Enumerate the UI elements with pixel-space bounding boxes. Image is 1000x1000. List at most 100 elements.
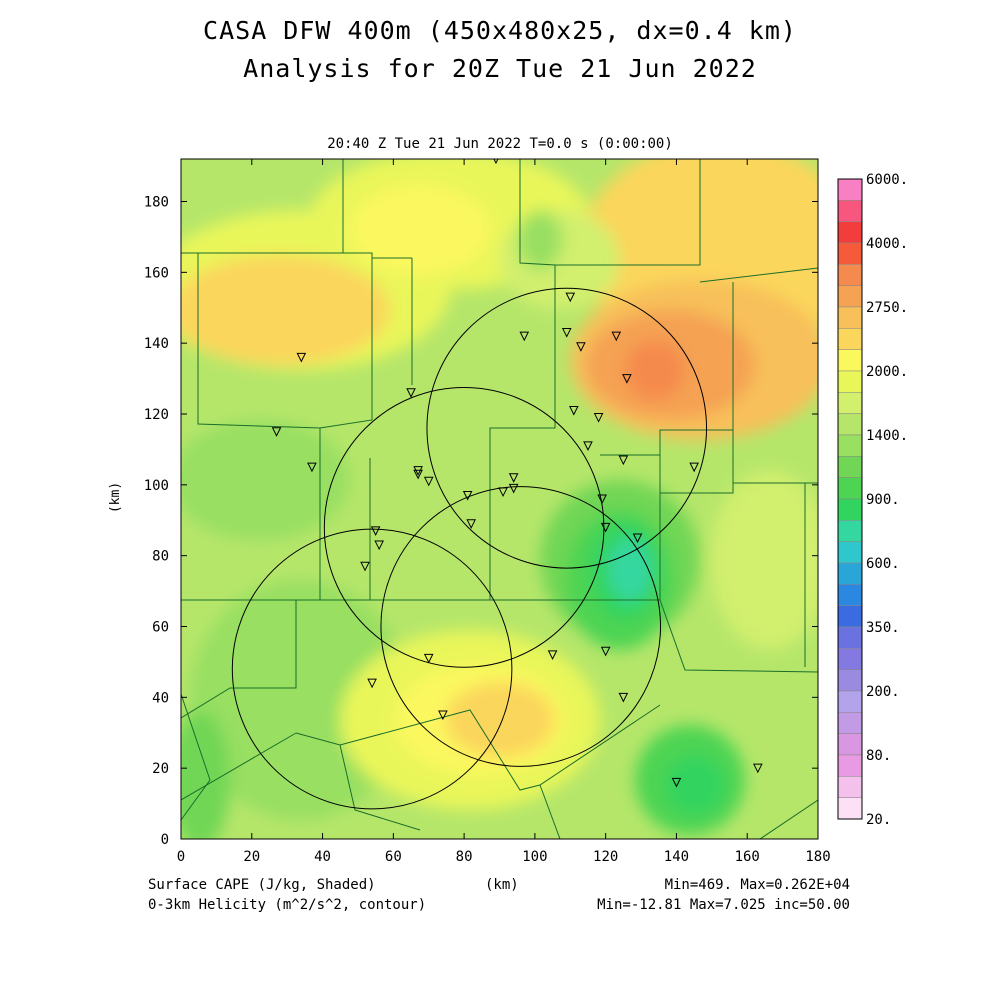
colorbar-swatch: [837, 712, 863, 734]
station-marker: [498, 487, 508, 498]
y-tick-label: 60: [152, 620, 169, 636]
colorbar-swatch: [837, 541, 863, 564]
colorbar-swatch: [837, 498, 863, 521]
colorbar-swatch: [837, 349, 863, 372]
station-marker: [307, 462, 317, 473]
county-boundaries: [181, 159, 818, 839]
station-marker: [413, 469, 423, 480]
station-marker: [569, 405, 579, 416]
x-tick-label: 0: [177, 849, 185, 865]
y-axis-ticks: 0 20 40 60 80 100 120 140 160 180: [144, 195, 818, 848]
station-marker: [753, 763, 763, 774]
station-marker: [438, 710, 448, 721]
x-tick-label: 40: [314, 849, 331, 865]
shaded-field-stats: Min=469. Max=0.262E+04: [664, 877, 850, 893]
station-marker: [406, 388, 416, 398]
station-marker: [618, 455, 629, 466]
plot-frame: [180, 158, 819, 840]
x-tick-label: 80: [456, 849, 473, 865]
station-marker: [367, 678, 377, 689]
station-marker: [423, 653, 434, 664]
colorbar-swatch: [837, 477, 863, 500]
station-marker: [423, 476, 434, 487]
y-tick-label: 180: [144, 195, 169, 211]
station-marker: [671, 777, 682, 788]
colorbar-swatch: [837, 562, 863, 585]
colorbar-label: 1400.: [866, 428, 908, 444]
station-marker: [374, 540, 384, 551]
y-tick-label: 40: [152, 690, 169, 706]
x-tick-label: 140: [664, 849, 689, 865]
station-marker: [576, 342, 586, 352]
station-marker: [618, 692, 629, 703]
station-marker: [689, 462, 699, 473]
colorbar-label: 2750.: [866, 300, 908, 316]
colorbar-swatch: [837, 221, 863, 244]
y-tick-label: 120: [144, 407, 169, 423]
station-marker: [519, 331, 530, 342]
colorbar-swatch: [837, 733, 863, 756]
station-marker: [370, 526, 381, 536]
station-marker: [462, 490, 473, 501]
colorbar-swatch: [837, 797, 863, 820]
colorbar-label: 350.: [866, 620, 900, 636]
radar-circle-1: [426, 287, 708, 569]
x-tick-label: 120: [593, 849, 618, 865]
colorbar-swatch: [837, 456, 863, 478]
colorbar-swatch: [837, 754, 863, 777]
colorbar-label: 80.: [866, 748, 891, 764]
station-marker: [632, 533, 643, 544]
colorbar-swatch: [837, 200, 863, 222]
cape-shading: [181, 159, 818, 839]
x-tick-label: 20: [243, 849, 260, 865]
colorbar-swatch: [837, 413, 863, 436]
colorbar-swatch: [837, 242, 863, 265]
colorbar-swatch: [837, 776, 863, 798]
colorbar-swatch: [837, 434, 863, 457]
colorbar-swatch: [837, 690, 863, 713]
station-marker: [508, 483, 519, 494]
y-tick-label: 100: [144, 478, 169, 494]
map-title-line2: Analysis for 20Z Tue 21 Jun 2022: [243, 54, 757, 83]
radar-circle-4: [231, 528, 513, 810]
station-marker: [561, 328, 572, 338]
colorbar-swatch: [837, 264, 863, 286]
valid-time-subtitle: 20:40 Z Tue 21 Jun 2022 T=0.0 s (0:00:00…: [327, 136, 673, 152]
colorbar-swatch: [837, 669, 863, 692]
colorbar-label: 20.: [866, 812, 891, 828]
station-marker: [508, 473, 519, 483]
colorbar-swatch: [837, 605, 863, 628]
x-tick-label: 60: [385, 849, 402, 865]
colorbar-label: 900.: [866, 492, 900, 508]
station-marker: [600, 646, 611, 657]
colorbar-swatch: [837, 392, 863, 414]
station-marker: [593, 413, 604, 423]
colorbar-swatch: [837, 285, 863, 308]
colorbar-label: 4000.: [866, 236, 908, 252]
colorbar-label: 600.: [866, 556, 900, 572]
station-marker: [271, 427, 282, 437]
x-axis-ticks: 0 20 40 60 80 100 120 140 160 180: [177, 159, 831, 865]
colorbar-swatch: [837, 520, 863, 542]
x-tick-label: 160: [735, 849, 760, 865]
colorbar-swatch: [837, 328, 863, 350]
colorbar: 6000. 4000. 2750. 2000. 1400. 900. 600. 350. 200…: [837, 172, 908, 828]
map-title-line1: CASA DFW 400m (450x480x25, dx=0.4 km): [203, 16, 797, 45]
y-tick-label: 160: [144, 265, 169, 281]
x-axis-label: (km): [485, 877, 519, 893]
colorbar-frame: [837, 178, 863, 820]
station-marker: [600, 522, 611, 533]
y-tick-label: 140: [144, 336, 169, 352]
y-tick-label: 20: [152, 761, 169, 777]
shaded-field-label: Surface CAPE (J/kg, Shaded): [148, 877, 376, 893]
station-marker: [583, 441, 593, 451]
y-tick-label: 80: [152, 549, 169, 565]
contour-field-label: 0-3km Helicity (m^2/s^2, contour): [148, 897, 427, 913]
station-marker: [296, 352, 307, 363]
station-marker: [611, 331, 622, 342]
x-tick-label: 100: [522, 849, 547, 865]
colorbar-swatch: [837, 584, 863, 606]
colorbar-label: 200.: [866, 684, 900, 700]
colorbar-swatch: [837, 178, 863, 201]
